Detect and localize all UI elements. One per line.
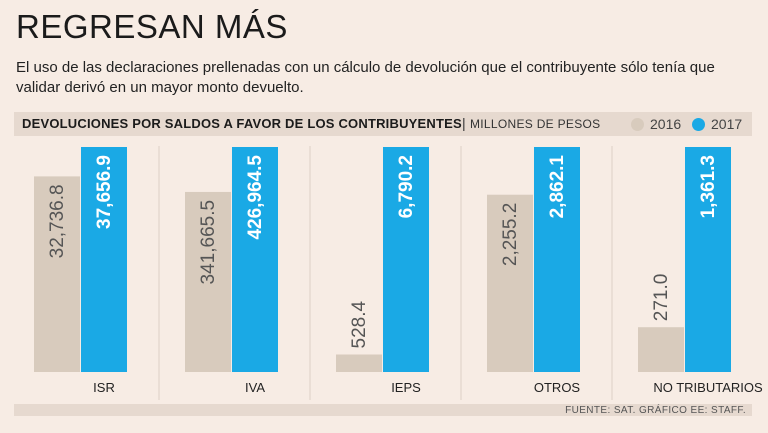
bar-2016-iva xyxy=(185,191,231,372)
bar-2017-otros xyxy=(534,147,580,372)
value-label-2017-no-tributarios: 1,361.3 xyxy=(698,155,719,218)
footer-band xyxy=(14,404,752,416)
source-note: FUENTE: SAT. GRÁFICO EE: STAFF. xyxy=(565,405,746,416)
legend-item-2017: 2017 xyxy=(692,116,742,132)
chart-subtitle: El uso de las declaraciones prellenadas … xyxy=(16,59,715,96)
legend-label-2016: 2016 xyxy=(650,116,682,132)
chart-band-title: DEVOLUCIONES POR SALDOS A FAVOR DE LOS C… xyxy=(22,116,462,131)
category-label-otros: OTROS xyxy=(534,380,581,395)
bar-2017-ieps xyxy=(383,147,429,372)
bar-2017-isr xyxy=(81,147,127,372)
value-label-2016-no-tributarios: 271.0 xyxy=(651,274,672,322)
value-label-2016-isr: 32,736.8 xyxy=(47,184,68,258)
bar-2016-otros xyxy=(487,194,533,372)
value-label-2016-iva: 341,665.5 xyxy=(198,200,219,285)
category-label-isr: ISR xyxy=(93,380,115,395)
band-separator: | xyxy=(462,115,466,131)
bar-2016-no-tributarios xyxy=(638,327,684,372)
bar-2016-isr xyxy=(34,176,80,372)
legend-label-2017: 2017 xyxy=(711,116,743,132)
bar-2017-no-tributarios xyxy=(685,147,731,372)
value-label-2017-ieps: 6,790.2 xyxy=(396,155,417,218)
legend-swatch-2016 xyxy=(631,117,644,131)
value-label-2016-otros: 2,255.2 xyxy=(500,203,521,266)
chart-header-band: DEVOLUCIONES POR SALDOS A FAVOR DE LOS C… xyxy=(14,112,752,136)
value-label-2017-iva: 426,964.5 xyxy=(245,155,266,240)
category-label-ieps: IEPS xyxy=(391,380,421,395)
chart-unit-label: MILLONES DE PESOS xyxy=(470,117,601,131)
chart-title: REGRESAN MÁS xyxy=(16,8,288,45)
value-label-2017-otros: 2,862.1 xyxy=(547,155,568,219)
category-label-iva: IVA xyxy=(245,380,265,395)
category-label-no-tributarios: NO TRIBUTARIOS xyxy=(653,380,763,395)
bar-2017-iva xyxy=(232,147,278,372)
legend-item-2016: 2016 xyxy=(631,116,681,132)
legend-swatch-2017 xyxy=(692,117,705,131)
value-label-2016-ieps: 528.4 xyxy=(349,301,370,349)
bar-2016-ieps xyxy=(336,354,382,372)
value-label-2017-isr: 37,656.9 xyxy=(94,155,115,229)
